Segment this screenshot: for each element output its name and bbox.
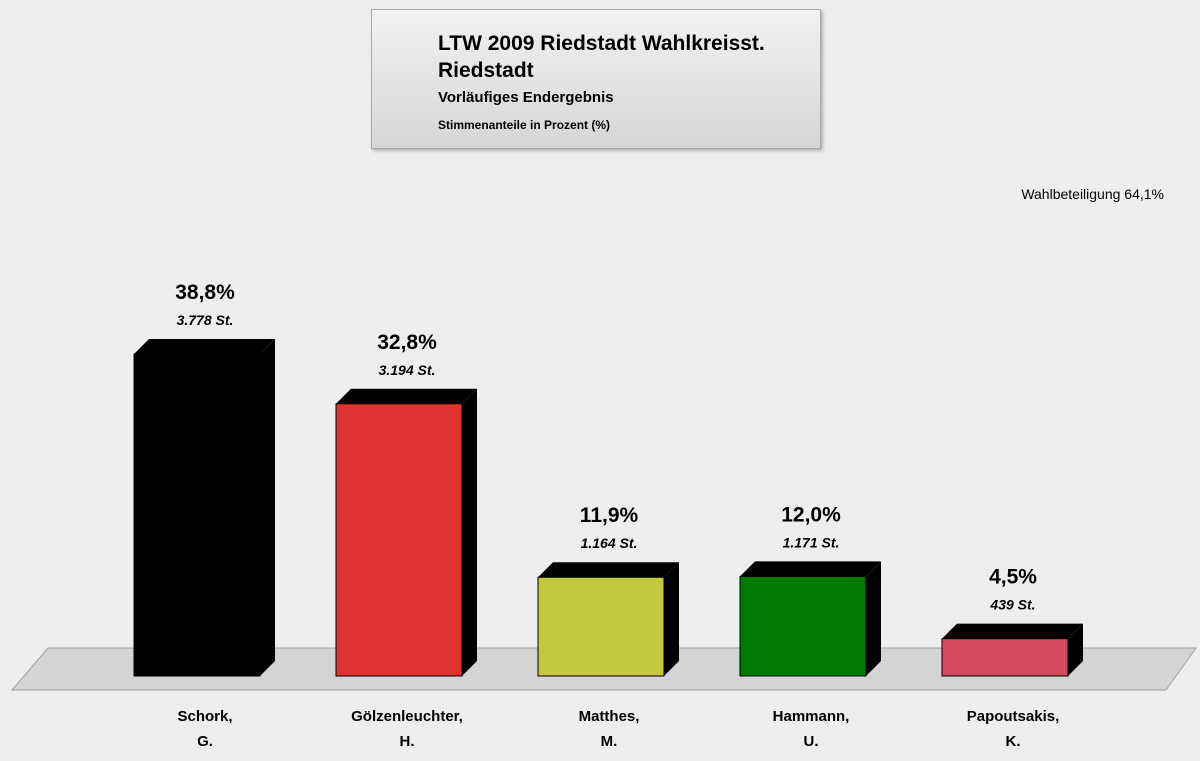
bar-value-label: 32,8% (377, 331, 437, 354)
bar-front (537, 576, 665, 677)
bar-value-label: 12,0% (781, 503, 841, 526)
bar-votes-label: 1.171 St. (783, 534, 840, 550)
category-label: Hammann, (773, 708, 850, 725)
bar-votes-label: 3.194 St. (379, 362, 436, 378)
bar-4 (739, 561, 881, 677)
chart-title: LTW 2009 Riedstadt Wahlkreisst. Riedstad… (438, 30, 808, 84)
category-label: U. (804, 733, 819, 750)
bar-side (462, 388, 477, 676)
bar-top (538, 562, 679, 578)
bar-top (134, 339, 275, 354)
bars-layer (133, 339, 1083, 677)
bar-value-label: 11,9% (580, 504, 639, 527)
bar-front (739, 575, 867, 677)
bar-votes-label: 1.164 St. (581, 535, 638, 551)
chart-note: Stimmenanteile in Prozent (%) (438, 118, 611, 132)
bar-side (260, 339, 275, 676)
bar-1 (133, 339, 275, 677)
bar-5 (941, 623, 1083, 677)
bar-3 (537, 562, 679, 677)
category-label: Schork, (177, 708, 232, 725)
category-label: K. (1006, 733, 1021, 750)
bar-top (942, 623, 1083, 639)
bar-side (866, 561, 881, 676)
category-label: G. (197, 733, 213, 750)
bar-side (664, 562, 679, 676)
bar-side (1068, 623, 1083, 676)
labels-layer: 38,8% 3.778 St. Schork, G. 32,8% 3.194 St. Göl… (175, 281, 1059, 750)
category-label: M. (601, 733, 618, 750)
bar-front (133, 353, 261, 677)
chart-title-line-2: Riedstadt (438, 59, 534, 82)
category-label: H. (400, 733, 415, 750)
bar-votes-label: 3.778 St. (177, 312, 234, 328)
bar-front (335, 403, 463, 677)
bar-top (336, 388, 477, 404)
bar-2 (335, 388, 477, 677)
bar-value-label: 4,5% (989, 566, 1037, 589)
category-label: Papoutsakis, (967, 708, 1060, 725)
chart-subtitle: Vorläufiges Endergebnis (438, 89, 614, 106)
category-label: Matthes, (579, 708, 640, 725)
turnout-label: Wahlbeteiligung 64,1% (1021, 186, 1164, 202)
bar-votes-label: 439 St. (989, 597, 1035, 613)
chart-title-box: LTW 2009 Riedstadt Wahlkreisst. Riedstad… (371, 9, 821, 149)
chart-title-line-1: LTW 2009 Riedstadt Wahlkreisst. (438, 32, 765, 55)
bar-front (941, 638, 1069, 677)
category-label: Gölzenleuchter, (351, 708, 463, 725)
bar-top (740, 561, 881, 577)
bar-value-label: 38,8% (175, 281, 235, 304)
